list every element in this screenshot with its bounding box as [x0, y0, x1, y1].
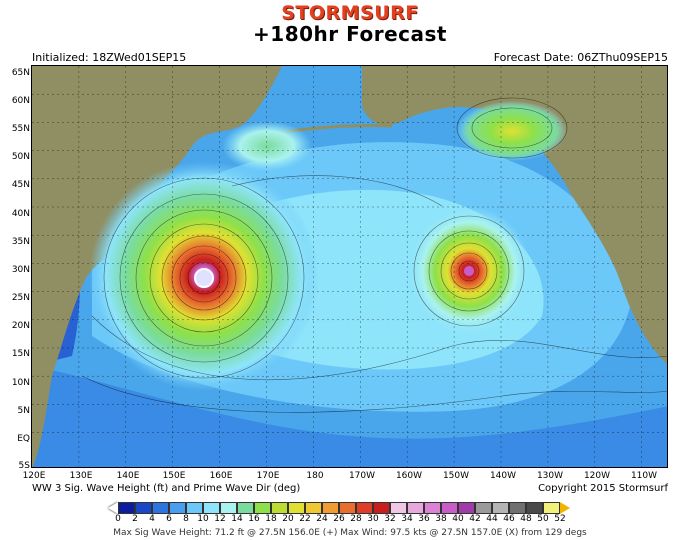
colorbar-tick-label: 22 — [299, 514, 311, 524]
colorbar-right-arrow — [560, 502, 570, 514]
colorbar-swatch — [492, 502, 509, 514]
colorbar-swatch — [407, 502, 424, 514]
colorbar-tick-label: 4 — [149, 514, 155, 524]
lon-label: 150E — [162, 471, 186, 481]
wave-height-map — [31, 65, 668, 468]
lat-label: 55N — [11, 124, 30, 134]
colorbar-swatch — [543, 502, 560, 514]
colorbar-tick-label: 38 — [435, 514, 447, 524]
colorbar-swatch — [526, 502, 543, 514]
colorbar-tick-label: 28 — [350, 514, 362, 524]
lat-label: 30N — [11, 265, 30, 275]
lon-label: 130E — [69, 471, 93, 481]
colorbar-tick-label: 20 — [282, 514, 294, 524]
lat-label: 40N — [11, 209, 30, 219]
lat-label: 35N — [11, 237, 30, 247]
south-deep — [32, 366, 667, 467]
colorbar-tick-label: 26 — [333, 514, 345, 524]
colorbar-tick-label: 52 — [554, 514, 566, 524]
colorbar-tick-label: 30 — [367, 514, 379, 524]
colorbar-swatch — [339, 502, 356, 514]
lon-label: 110W — [630, 471, 658, 481]
colorbar-swatch — [424, 502, 441, 514]
colorbar-tick-label: 32 — [384, 514, 396, 524]
forecast-title: +180hr Forecast — [253, 22, 447, 46]
colorbar-tick-label: 8 — [183, 514, 189, 524]
colorbar-tick-label: 34 — [401, 514, 413, 524]
colorbar-swatch — [254, 502, 271, 514]
lon-label: 120E — [22, 471, 46, 481]
kurile-wave-high — [222, 121, 312, 171]
forecast-date-label: Forecast Date: 06ZThu09SEP15 — [493, 51, 668, 64]
colorbar-tick-label: 12 — [214, 514, 226, 524]
lat-label: 5N — [17, 406, 30, 416]
lat-label: EQ — [17, 434, 30, 444]
map-caption: WW 3 Sig. Wave Height (ft) and Prime Wav… — [32, 483, 301, 494]
west-storm-eye — [194, 268, 214, 288]
colorbar-tick-label: 14 — [231, 514, 243, 524]
colorbar-tick-label: 40 — [452, 514, 464, 524]
lon-label: 160E — [209, 471, 233, 481]
colorbar-tick-label: 44 — [486, 514, 498, 524]
lon-label: 140W — [489, 471, 517, 481]
colorbar-swatch — [169, 502, 186, 514]
colorbar-swatch — [509, 502, 526, 514]
lat-label: 5S — [18, 461, 30, 471]
lon-label: 160W — [395, 471, 423, 481]
colorbar-swatch — [237, 502, 254, 514]
east-storm-eye — [464, 266, 474, 276]
lat-label: 10N — [11, 378, 30, 388]
colorbar-left-arrow — [108, 502, 118, 514]
colorbar-swatch — [373, 502, 390, 514]
lat-label: 45N — [11, 180, 30, 190]
colorbar-tick-label: 50 — [537, 514, 549, 524]
lon-label: 180 — [306, 471, 324, 481]
lon-label: 130W — [536, 471, 564, 481]
lon-label: 140E — [116, 471, 140, 481]
colorbar-tick-label: 46 — [503, 514, 515, 524]
colorbar-tick-label: 36 — [418, 514, 430, 524]
colorbar-tick-label: 2 — [132, 514, 138, 524]
colorbar-tick-label: 0 — [115, 514, 121, 524]
colorbar-tick-label: 16 — [248, 514, 260, 524]
colorbar-tick-label: 10 — [197, 514, 209, 524]
lat-label: 20N — [11, 321, 30, 331]
colorbar-tick-label: 42 — [469, 514, 481, 524]
colorbar-swatch — [322, 502, 339, 514]
colorbar-swatch — [390, 502, 407, 514]
alaska-wave-high — [457, 101, 567, 161]
lon-label: 170W — [348, 471, 376, 481]
colorbar-swatch — [271, 502, 288, 514]
colorbar-tick-label: 6 — [166, 514, 172, 524]
colorbar-swatch — [475, 502, 492, 514]
lat-label: 50N — [11, 152, 30, 162]
colorbar-swatch — [186, 502, 203, 514]
colorbar-swatch — [441, 502, 458, 514]
brand-logo: STORMSURF — [281, 2, 419, 24]
colorbar-swatch — [458, 502, 475, 514]
colorbar-swatch — [152, 502, 169, 514]
copyright: Copyright 2015 Stormsurf — [538, 483, 668, 494]
colorbar-swatch — [118, 502, 135, 514]
colorbar-swatch — [220, 502, 237, 514]
colorbar-swatch — [356, 502, 373, 514]
colorbar-swatch — [135, 502, 152, 514]
initialized-label: Initialized: 18ZWed01SEP15 — [32, 51, 187, 64]
lon-label: 170E — [256, 471, 280, 481]
colorbar-tick-label: 24 — [316, 514, 328, 524]
lon-label: 120W — [583, 471, 611, 481]
lat-label: 65N — [11, 68, 30, 78]
colorbar-swatch — [305, 502, 322, 514]
colorbar-swatch — [288, 502, 305, 514]
lat-label: 15N — [11, 349, 30, 359]
land-asia — [32, 66, 282, 467]
colorbar-swatch — [203, 502, 220, 514]
lat-label: 25N — [11, 293, 30, 303]
colorbar-tick-label: 48 — [520, 514, 532, 524]
lat-label: 60N — [11, 96, 30, 106]
max-info: Max Sig Wave Height: 71.2 ft @ 27.5N 156… — [113, 528, 587, 538]
land-north-america — [362, 66, 667, 365]
lon-label: 150W — [442, 471, 470, 481]
colorbar-tick-label: 18 — [265, 514, 277, 524]
